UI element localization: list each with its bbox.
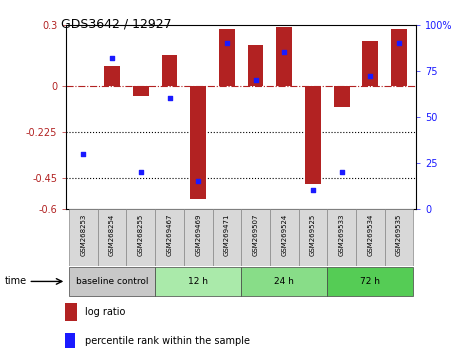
Point (137, 169, 145, 175)
Bar (298, 209, 327, 266)
Bar (241, 267, 327, 296)
Bar (270, 209, 298, 266)
Text: GSM268255: GSM268255 (138, 213, 144, 256)
Text: GSM269535: GSM269535 (396, 213, 402, 256)
Point (223, 40, 231, 46)
Bar (65, 333, 75, 348)
Point (108, 55, 116, 61)
Point (367, 74, 374, 79)
Point (338, 169, 345, 175)
Bar (362, 41, 378, 86)
Text: GSM269533: GSM269533 (339, 213, 345, 256)
Text: 72 h: 72 h (360, 277, 380, 286)
Point (252, 77, 259, 83)
Text: baseline control: baseline control (76, 277, 149, 286)
Bar (241, 209, 270, 266)
Point (194, 178, 202, 184)
Bar (305, 86, 321, 184)
Bar (133, 86, 149, 96)
Text: GSM268254: GSM268254 (109, 213, 115, 256)
Point (79, 151, 87, 156)
Bar (356, 209, 385, 266)
Text: GDS3642 / 12927: GDS3642 / 12927 (61, 18, 172, 31)
Bar (190, 86, 206, 199)
Text: GSM269524: GSM269524 (281, 213, 287, 256)
Point (395, 40, 403, 46)
Bar (248, 45, 263, 86)
Bar (126, 209, 155, 266)
Bar (334, 86, 350, 107)
Text: GSM269534: GSM269534 (368, 213, 373, 256)
Bar (162, 56, 177, 86)
Text: GSM269525: GSM269525 (310, 213, 316, 256)
Text: GSM268253: GSM268253 (80, 213, 87, 256)
Text: 12 h: 12 h (188, 277, 208, 286)
Bar (98, 209, 126, 266)
Bar (155, 209, 184, 266)
Bar (385, 209, 413, 266)
Bar (327, 209, 356, 266)
Text: GSM269469: GSM269469 (195, 213, 201, 256)
Bar (69, 267, 155, 296)
Text: time: time (5, 276, 27, 286)
Bar (184, 209, 212, 266)
Bar (155, 267, 241, 296)
Bar (69, 209, 98, 266)
Text: 24 h: 24 h (274, 277, 294, 286)
Text: percentile rank within the sample: percentile rank within the sample (85, 336, 250, 346)
Bar (391, 29, 407, 86)
Bar (65, 303, 78, 321)
Text: GSM269507: GSM269507 (253, 213, 259, 256)
Bar (276, 27, 292, 86)
Point (280, 50, 288, 55)
Bar (104, 66, 120, 86)
Point (309, 188, 317, 193)
Text: GSM269471: GSM269471 (224, 213, 230, 256)
Text: log ratio: log ratio (85, 307, 126, 317)
Bar (219, 29, 235, 86)
Bar (327, 267, 413, 296)
Bar (212, 209, 241, 266)
Point (166, 96, 173, 101)
Text: GSM269467: GSM269467 (166, 213, 173, 256)
